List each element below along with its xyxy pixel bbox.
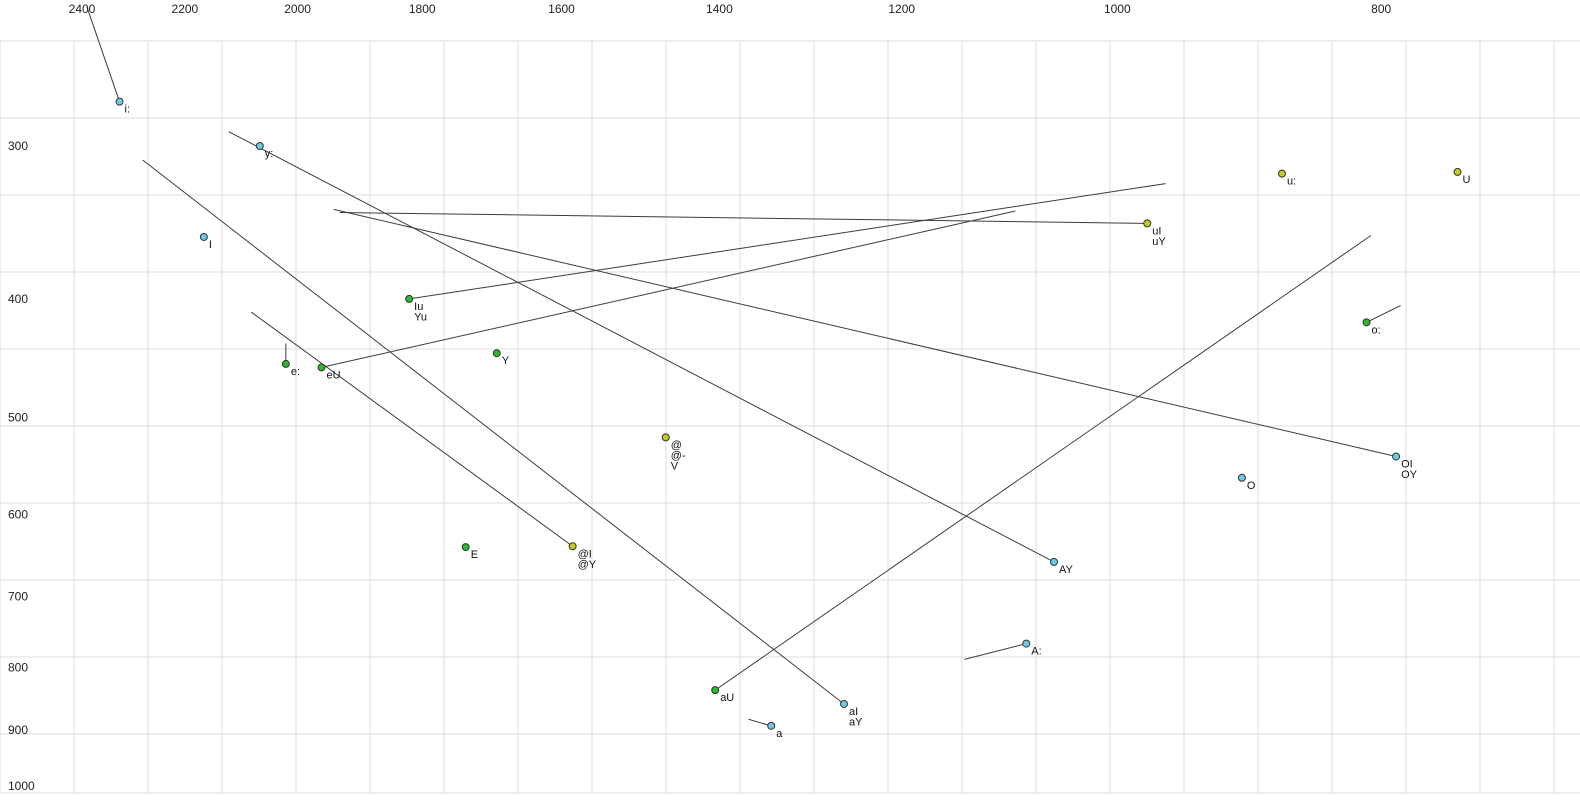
vowel-label-AY: AY [1059,564,1074,576]
vowel-label-u:: u: [1287,176,1296,188]
vowel-label-uI: uI [1152,225,1161,237]
vowel-label-i:: i: [125,104,131,116]
vowel-label-E: E [471,549,478,561]
vowel-label-OI: OI [1401,458,1413,470]
x-axis-tick-label: 1000 [1104,2,1131,16]
vowel-point-a[interactable] [767,721,776,730]
y-axis-tick-label: 300 [8,139,28,153]
vowel-label-aU: aU [720,692,734,704]
trajectory-line-aU [714,235,1372,691]
vowel-label-Yu: Yu [414,311,427,323]
vowel-label-y:: y: [265,148,274,160]
trajectory-line-A: [964,643,1027,660]
trajectory-line-i: [86,6,121,102]
vowel-point-Iu[interactable] [405,294,414,303]
vowel-point-o:[interactable] [1362,318,1371,327]
vowel-label-U: U [1463,174,1471,186]
x-axis-tick-label: 800 [1371,2,1391,16]
vowel-label-uY: uY [1152,236,1166,248]
vowel-label-Iu: Iu [414,301,423,313]
x-axis-tick-label: 2000 [284,2,311,16]
vowel-label-I: I [209,239,212,251]
x-axis-tick-label: 1800 [409,2,436,16]
vowel-point-i:[interactable] [115,97,124,106]
vowel-point-aI[interactable] [840,699,849,708]
x-axis-tick-label: 2200 [172,2,199,16]
trajectory-line-OI [333,208,1397,457]
vowel-point-uI[interactable] [1143,219,1152,228]
grid [0,40,1580,794]
vowel-label-@: @ [671,439,682,451]
vowel-point-E[interactable] [461,543,470,552]
vowel-label-@-: @- [671,450,686,462]
x-axis-tick-label: 1600 [548,2,575,16]
trajectory-line-eU [321,210,1016,368]
x-axis-tick-label: 1200 [888,2,915,16]
trajectory-line-Iu [409,183,1166,300]
vowel-label-@I: @I [578,548,592,560]
trajectory-line-o: [1366,305,1401,323]
vowel-point-y:[interactable] [255,142,264,150]
y-axis-tick-label: 700 [8,589,28,603]
trajectory-line-AY [228,131,1055,563]
vowel-label-OY: OY [1401,469,1418,481]
y-axis-tick-label: 900 [8,723,28,737]
vowel-label-V: V [671,460,679,472]
vowel-label-eU: eU [327,369,341,381]
trajectory-line-aI [142,159,845,705]
vowel-point-eU[interactable] [317,363,326,372]
y-axis-tick-label: 1000 [8,779,35,793]
vowel-points [115,97,1462,730]
x-axis-tick-label: 2400 [69,2,96,16]
y-axis-tick-label: 800 [8,660,28,674]
trajectory-line-uI [339,212,1148,224]
trajectories [86,6,1401,727]
vowel-label-a: a [776,728,783,740]
x-axis-labels: 2400 2200 2000 1800 1600 1400 1200 1000 800 [69,2,1392,16]
vowel-point-e:[interactable] [281,359,290,368]
vowel-label-aI: aI [849,706,858,718]
vowel-label-e:: e: [291,366,300,378]
vowel-point-u:[interactable] [1278,169,1287,178]
vowel-label-A:: A: [1031,646,1041,658]
trajectory-line-@I [250,311,573,547]
vowel-point-A:[interactable] [1022,639,1031,648]
vowel-point-AY[interactable] [1049,557,1058,566]
vowel-label-Y: Y [502,355,510,367]
vowel-point-I[interactable] [199,232,208,241]
vowel-label-@Y: @Y [578,559,597,571]
vowel-point-OI[interactable] [1392,452,1401,461]
x-axis-tick-label: 1400 [706,2,733,16]
vowel-point-O[interactable] [1237,473,1246,482]
vowel-point-aU[interactable] [711,686,720,695]
vowel-point-@I[interactable] [568,542,577,551]
y-axis-tick-label: 500 [8,411,28,425]
vowel-point-Y[interactable] [492,349,501,358]
y-axis-tick-label: 600 [8,507,28,521]
vowel-label-aY: aY [849,716,863,728]
y-axis-tick-label: 400 [8,292,28,306]
vowel-label-O: O [1247,480,1256,492]
vowel-point-U[interactable] [1453,167,1462,176]
vowel-label-o:: o: [1372,324,1381,336]
vowel-point-@[interactable] [661,433,670,442]
y-axis-labels: 300 400 500 600 700 800 900 1000 [8,139,35,793]
